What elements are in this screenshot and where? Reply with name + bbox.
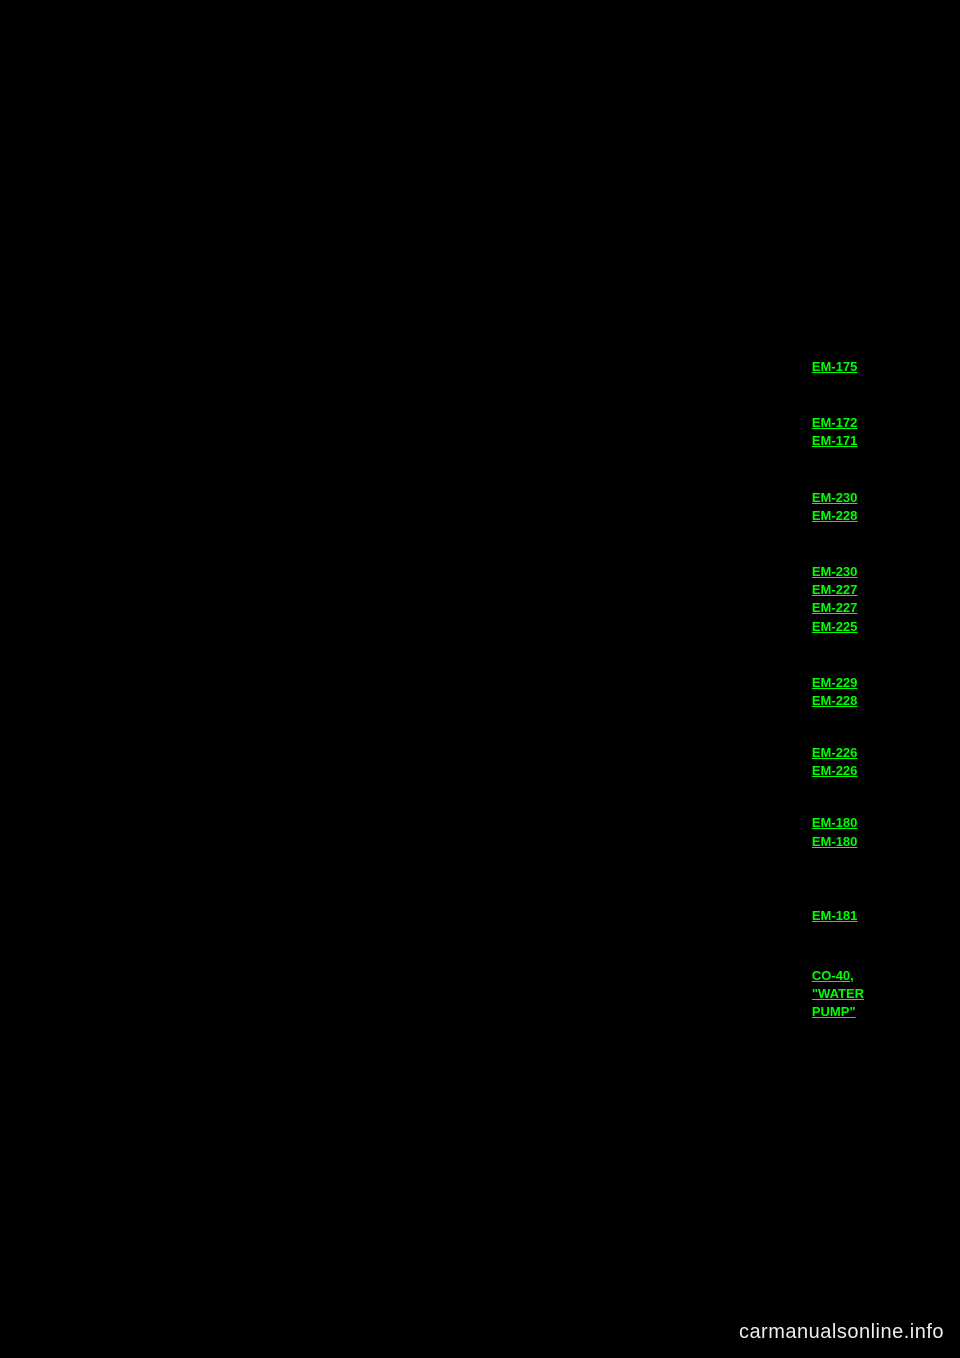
link-em-171[interactable]: EM-171 (812, 432, 864, 450)
link-em-180-2[interactable]: EM-180 (812, 833, 864, 851)
link-em-228-2[interactable]: EM-228 (812, 692, 864, 710)
link-em-172[interactable]: EM-172 (812, 414, 864, 432)
link-em-226-1[interactable]: EM-226 (812, 744, 864, 762)
watermark-text: carmanualsonline.info (739, 1321, 944, 1344)
link-em-230-1[interactable]: EM-230 (812, 489, 864, 507)
link-em-229[interactable]: EM-229 (812, 674, 864, 692)
page-reference-links: EM-175 EM-172 EM-171 EM-230 EM-228 EM-23… (812, 358, 864, 1022)
link-em-227-1[interactable]: EM-227 (812, 581, 864, 599)
link-em-175[interactable]: EM-175 (812, 358, 864, 376)
link-water-pump[interactable]: CO-40, "WATER PUMP" (812, 967, 864, 1022)
link-em-225[interactable]: EM-225 (812, 618, 864, 636)
link-em-180-1[interactable]: EM-180 (812, 814, 864, 832)
link-em-228-1[interactable]: EM-228 (812, 507, 864, 525)
link-em-226-2[interactable]: EM-226 (812, 762, 864, 780)
link-em-181[interactable]: EM-181 (812, 907, 864, 925)
link-water-pump-line2: "WATER (812, 985, 864, 1003)
link-water-pump-line3: PUMP" (812, 1003, 864, 1021)
link-em-230-2[interactable]: EM-230 (812, 563, 864, 581)
link-water-pump-line1: CO-40, (812, 967, 864, 985)
link-em-227-2[interactable]: EM-227 (812, 599, 864, 617)
